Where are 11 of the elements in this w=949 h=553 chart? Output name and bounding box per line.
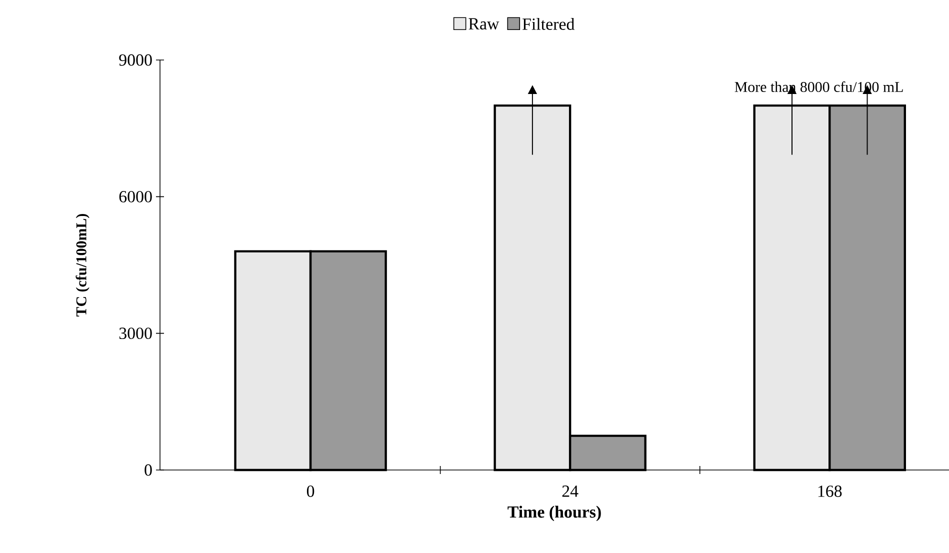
legend-label: Filtered bbox=[522, 18, 575, 30]
y-axis-title: TC (cfu/100mL) bbox=[76, 214, 90, 316]
legend-label: Raw bbox=[468, 18, 500, 30]
x-axis-title: Time (hours) bbox=[508, 506, 601, 522]
x-tick-label: 168 bbox=[818, 486, 842, 497]
y-tick-label: 9000 bbox=[119, 54, 152, 66]
y-tick-label: 0 bbox=[144, 464, 152, 476]
y-tick-label: 3000 bbox=[119, 328, 152, 340]
y-tick-label: 6000 bbox=[119, 190, 152, 202]
x-tick-label: 24 bbox=[562, 486, 578, 497]
x-tick-label: 0 bbox=[306, 486, 314, 497]
